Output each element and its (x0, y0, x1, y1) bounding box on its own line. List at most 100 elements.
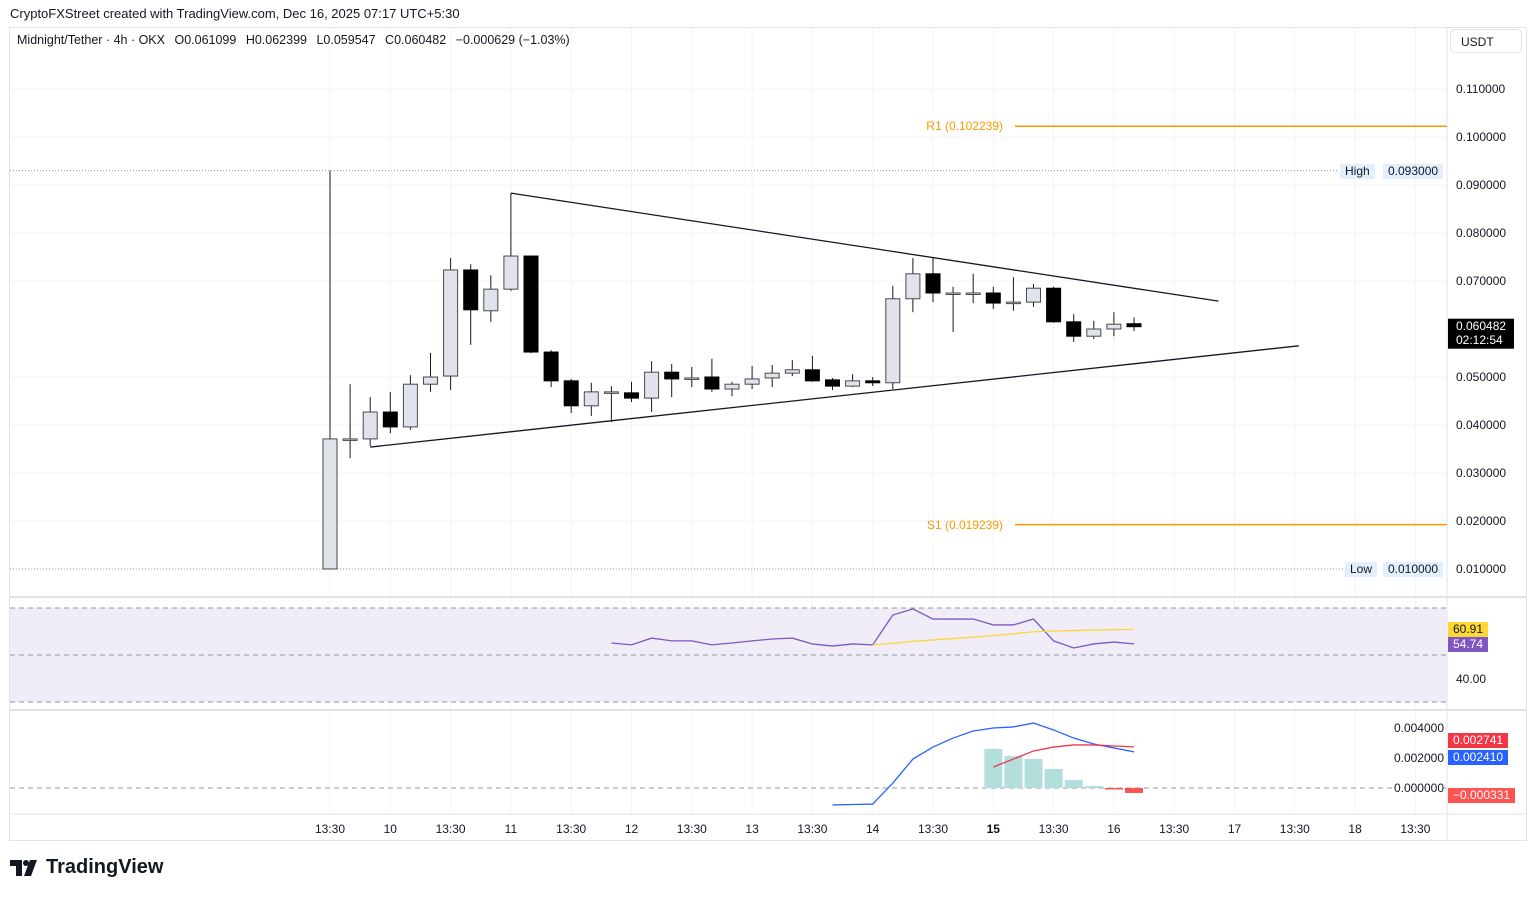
macd-badge: 0.002410 (1448, 749, 1509, 765)
candle (382, 391, 398, 434)
candle-body (483, 288, 499, 312)
macd-tick-label: 0.000000 (1393, 780, 1444, 796)
macd-histogram-bar (1064, 780, 1083, 788)
candle-body (885, 298, 901, 384)
candle (503, 193, 519, 292)
candle-body (1005, 301, 1021, 305)
low-marker-value: 0.010000 (1383, 562, 1444, 577)
level-label: R1 (0.102239) (926, 119, 1003, 134)
candle (784, 360, 800, 377)
candle (1086, 320, 1102, 340)
low-value: L0.059547 (316, 33, 376, 47)
price-tick-label: 0.110000 (1456, 82, 1506, 96)
price-tick-label: 0.070000 (1456, 274, 1507, 288)
change-value: −0.000629 (−1.03%) (455, 33, 570, 47)
candle-body (724, 383, 740, 390)
candle (865, 377, 881, 387)
price-tick-label: 0.040000 (1456, 418, 1507, 432)
symbol-title[interactable]: Midnight/Tether · 4h · OKX (17, 33, 165, 47)
trendline (510, 192, 1219, 302)
candle-body (684, 377, 700, 380)
candle (624, 381, 639, 402)
last-price-badge (1448, 318, 1514, 349)
tradingview-logo-icon (10, 859, 37, 876)
time-tick-label: 13:30 (556, 822, 587, 836)
price-tick-label: 0.090000 (1456, 178, 1507, 192)
candle (443, 257, 459, 390)
candle-body (423, 376, 438, 385)
candle (1026, 283, 1041, 307)
candle-body (362, 411, 378, 440)
time-tick-label: 13:30 (1400, 822, 1431, 836)
price-tick-label: 0.050000 (1456, 370, 1507, 384)
rsi-ma-line (872, 628, 1135, 646)
time-tick-label: 13:30 (1159, 822, 1190, 836)
candle (1066, 314, 1082, 342)
candle-body (563, 380, 579, 407)
candle (965, 273, 981, 304)
currency-button[interactable]: USDT (1450, 29, 1522, 53)
logo-text: TradingView (46, 856, 164, 878)
tradingview-logo[interactable]: TradingView (10, 856, 163, 879)
time-tick-label: 13:30 (314, 822, 346, 836)
candle-body (804, 369, 820, 382)
macd-histogram-bar (984, 749, 1003, 788)
candle (583, 382, 599, 416)
candle-body (543, 351, 559, 382)
candle-body (704, 376, 720, 390)
candle (463, 264, 479, 345)
candle (985, 286, 1001, 309)
macd-histogram-bar (1084, 786, 1103, 788)
price-tick-label: 0.010000 (1456, 562, 1507, 576)
candle-body (624, 392, 639, 399)
macd-line (832, 722, 1135, 806)
candle-body (905, 273, 921, 300)
rsi-ma-badge: 60.91 (1448, 622, 1489, 638)
candle (905, 257, 921, 313)
close-value: C0.060482 (385, 33, 447, 47)
price-tick-label: 0.020000 (1456, 514, 1507, 528)
price-tick-label: 0.080000 (1456, 226, 1507, 240)
candle-body (1126, 323, 1142, 328)
candle (644, 361, 660, 413)
time-tick-label: 13:30 (797, 822, 828, 836)
price-tick-label: 0.030000 (1456, 466, 1507, 480)
high-marker-value: 0.093000 (1383, 163, 1444, 179)
candle (1106, 312, 1122, 337)
time-tick-label: 17 (1227, 822, 1242, 836)
symbol-legend: Midnight/Tether · 4h · OKX O0.061099 H0.… (17, 33, 576, 47)
candle-body (1026, 287, 1041, 303)
candle (764, 365, 780, 388)
last-price-value: 0.060482 (1456, 318, 1507, 333)
candle (744, 365, 760, 389)
time-tick-label: 16 (1107, 822, 1121, 836)
macd-histogram-bar (1024, 759, 1043, 788)
time-tick-label: 15 (986, 822, 1000, 836)
candle (603, 386, 619, 423)
candle (804, 355, 820, 382)
candle-body (1066, 321, 1082, 337)
bar-countdown: 02:12:54 (1456, 332, 1503, 347)
time-tick-label: 10 (383, 822, 397, 836)
candle-body (865, 380, 881, 384)
candle-body (583, 391, 599, 407)
macd-signal-badge: 0.002741 (1448, 732, 1509, 748)
candle (724, 381, 740, 397)
candle-body (764, 372, 780, 379)
candle-body (1106, 323, 1122, 330)
candle-body (402, 383, 418, 428)
time-tick-label: 18 (1348, 822, 1362, 836)
macd-histogram-bar (1044, 768, 1063, 788)
macd-signal-line (993, 744, 1135, 768)
macd-histogram-bar (1104, 788, 1123, 790)
candle (945, 286, 961, 332)
candle-body (382, 411, 398, 428)
candle-body (985, 292, 1001, 304)
rsi-band (10, 608, 1447, 702)
candle-body (342, 438, 358, 441)
candle-body (503, 255, 519, 290)
candle (925, 257, 941, 303)
time-tick-label: 13 (745, 822, 759, 836)
macd-histogram-bar (1125, 788, 1143, 793)
